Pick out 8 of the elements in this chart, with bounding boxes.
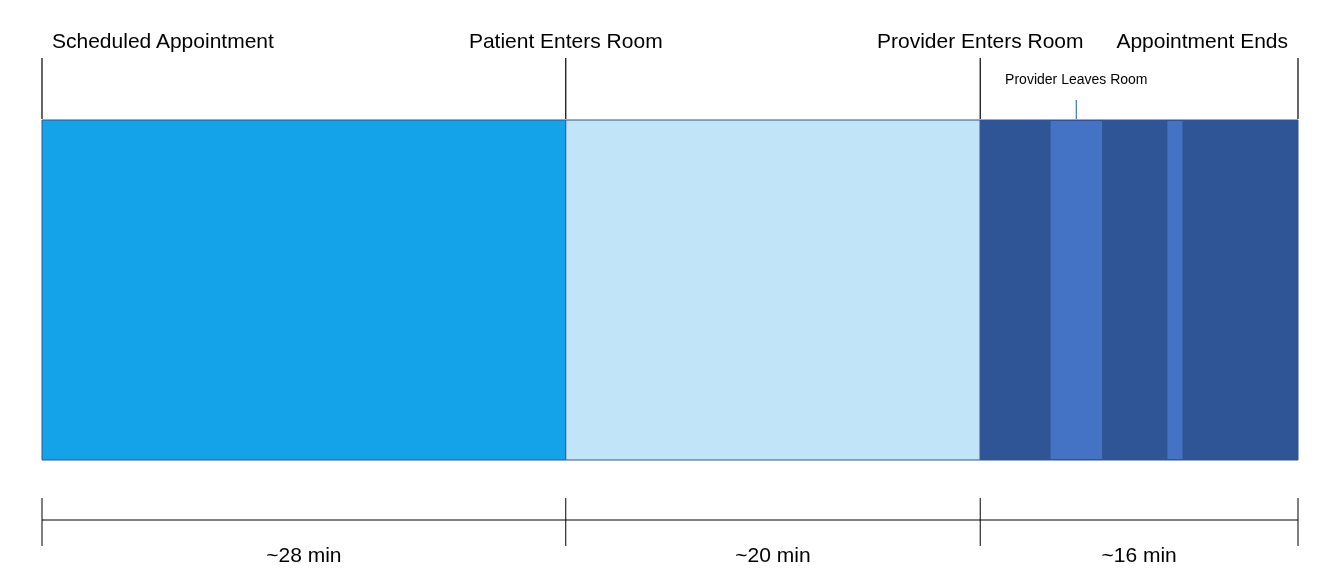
annotation: Patient Enters Room	[468, 29, 663, 52]
text: ~28 min	[266, 543, 342, 566]
text: Appointment Ends	[1116, 29, 1288, 52]
text: ~20 min	[735, 543, 811, 566]
annotation: Provider Enters Room	[876, 29, 1084, 52]
text: Provider Leaves Room	[1005, 71, 1148, 87]
text: ~16 min	[1101, 543, 1177, 566]
text: Scheduled Appointment	[52, 29, 274, 52]
